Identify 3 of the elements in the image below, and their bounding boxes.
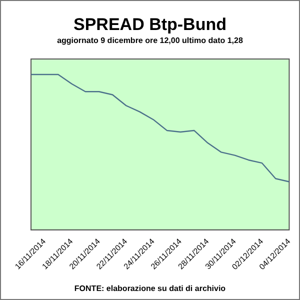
chart-title: SPREAD Btp-Bund: [72, 14, 228, 35]
chart-subtitle: aggiornato 9 dicembre ore 12,00 ultimo dato 1,28: [56, 35, 244, 47]
source-note: FONTE: elaborazione su dati di archivio: [73, 284, 227, 293]
